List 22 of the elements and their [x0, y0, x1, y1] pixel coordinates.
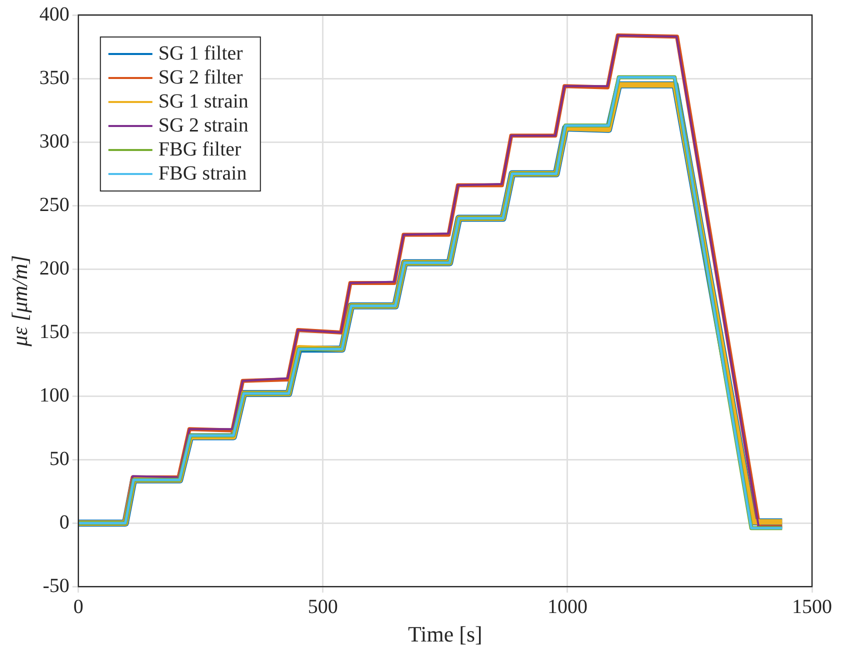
legend-label: FBG filter [158, 138, 242, 160]
x-axis-title: Time [s] [408, 622, 482, 647]
legend-label: SG 1 strain [158, 90, 248, 112]
x-tick-label: 0 [73, 596, 84, 618]
y-tick-label: 300 [39, 130, 70, 152]
y-tick-label: 0 [59, 511, 70, 534]
y-axis-title: με [μm/m] [6, 255, 32, 348]
y-tick-label: 350 [39, 66, 70, 89]
y-tick-label: 200 [39, 257, 70, 280]
y-tick-label: 400 [39, 3, 70, 26]
y-tick-label: -50 [42, 574, 70, 597]
legend-label: SG 1 filter [158, 42, 244, 64]
x-tick-label: 500 [308, 596, 338, 618]
legend-label: FBG strain [158, 162, 247, 184]
legend-label: SG 2 filter [158, 66, 244, 88]
legend-label: SG 2 strain [158, 114, 248, 136]
y-tick-label: 100 [39, 384, 70, 406]
y-tick-label: 250 [39, 194, 70, 216]
y-tick-label: 150 [39, 320, 70, 343]
x-tick-label: 1000 [547, 596, 588, 618]
x-tick-label: 1500 [792, 596, 832, 618]
y-tick-label: 50 [49, 448, 70, 470]
